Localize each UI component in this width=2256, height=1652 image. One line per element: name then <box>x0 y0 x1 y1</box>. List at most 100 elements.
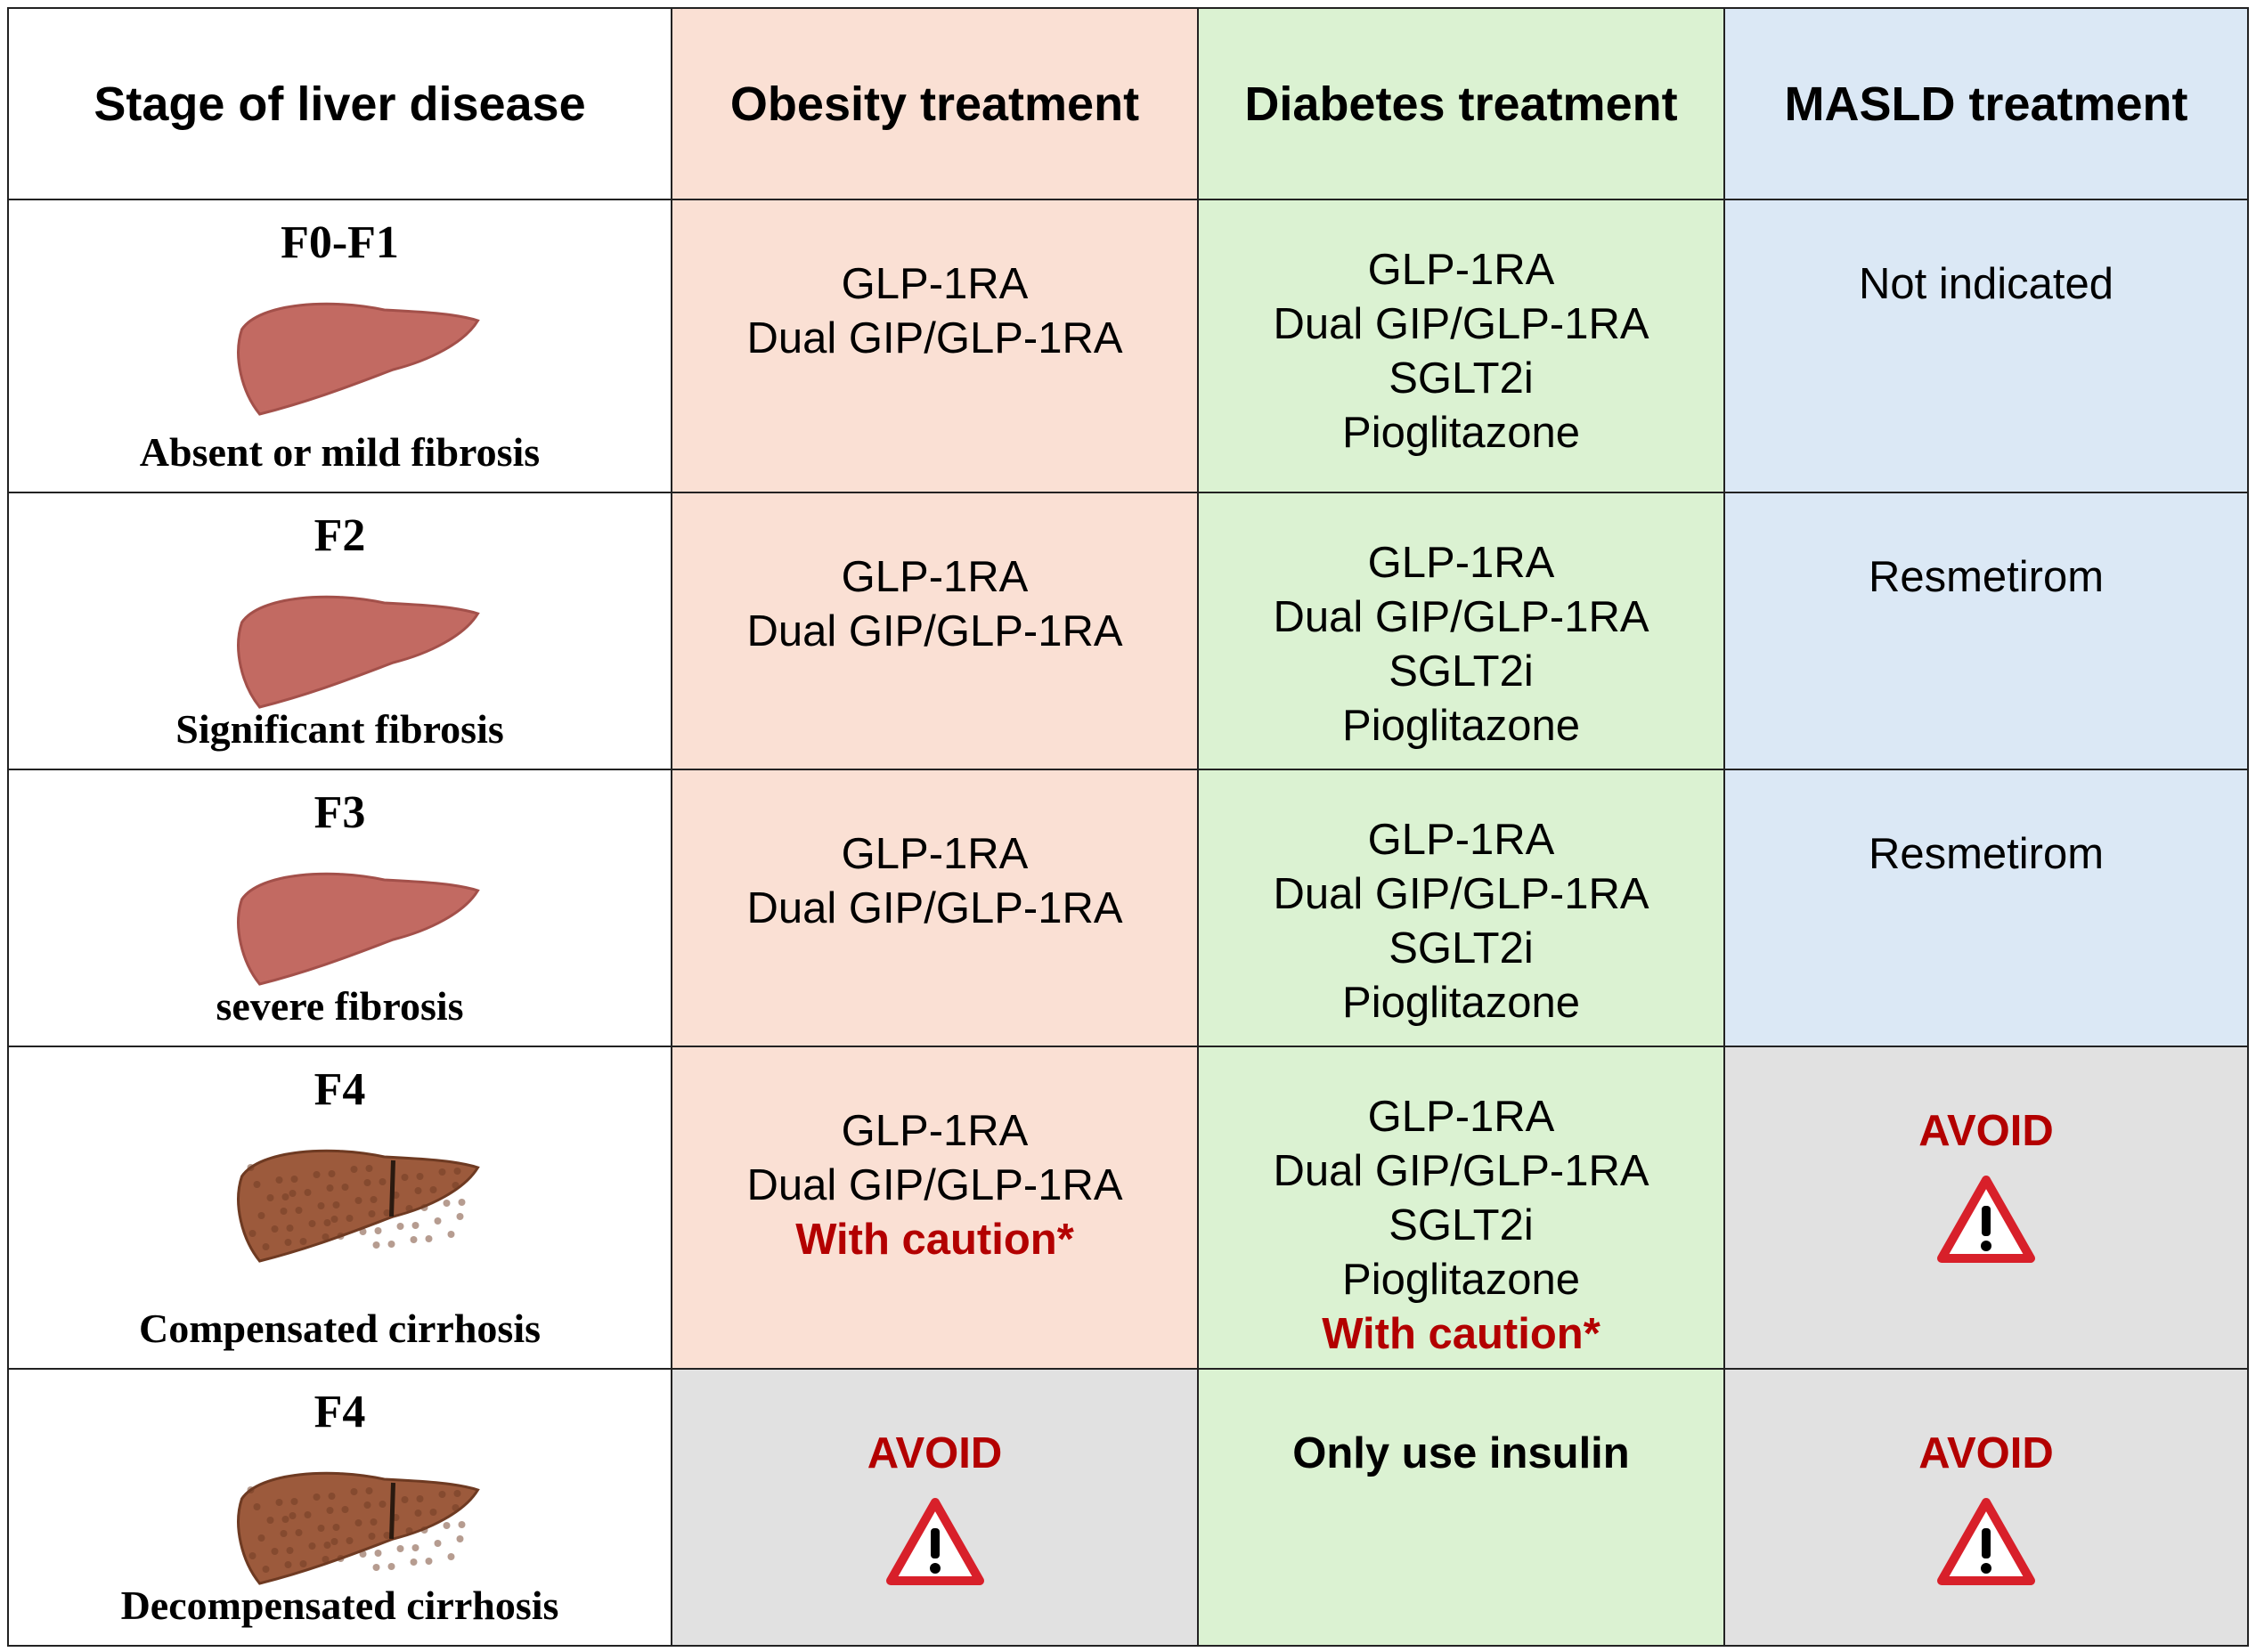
icon-part <box>363 1501 371 1509</box>
icon-part <box>370 1518 377 1526</box>
icon <box>236 595 480 709</box>
icon-part <box>354 1519 362 1526</box>
icon-part <box>317 1525 324 1532</box>
stage-cell: F4 Compensated cirrhosis <box>7 1046 672 1370</box>
icon-part <box>383 1532 390 1539</box>
icon-part <box>289 1190 296 1197</box>
stage-cell: F2 Significant fibrosis <box>7 492 672 770</box>
icon-part <box>308 1542 315 1550</box>
icon-part <box>387 1241 395 1248</box>
icon-part <box>323 1542 330 1549</box>
icon <box>236 1149 480 1263</box>
icon-part <box>236 595 480 709</box>
treatment-line: Dual GIP/GLP-1RA <box>746 1161 1123 1209</box>
treatment-line: Pioglitazone <box>1342 702 1580 750</box>
icon-part <box>286 1547 293 1554</box>
icon-part <box>313 1493 320 1501</box>
icon-part <box>438 1168 445 1176</box>
treatment-line: Dual GIP/GLP-1RA <box>746 607 1123 655</box>
icon <box>236 872 480 986</box>
icon-part <box>434 1217 441 1225</box>
stage-description: Significant fibrosis <box>175 706 504 752</box>
treatment-line: Pioglitazone <box>1342 979 1580 1027</box>
stage-label: F4 <box>314 1387 366 1437</box>
icon-part <box>420 1204 428 1211</box>
icon-part <box>323 1219 330 1226</box>
icon-part <box>447 1231 454 1238</box>
icon-part <box>313 1171 320 1178</box>
icon-part <box>458 1199 465 1206</box>
treatment-cell: GLP-1RA Dual GIP/GLP-1RA SGLT2i Pioglitazon… <box>1197 492 1725 770</box>
icon-part <box>374 1550 381 1557</box>
icon-part <box>1982 1206 1991 1236</box>
icon-part <box>447 1553 454 1560</box>
treatment-line: GLP-1RA <box>1367 246 1555 294</box>
icon-part <box>281 1193 289 1200</box>
icon-part <box>429 1186 436 1193</box>
treatment-line: Pioglitazone <box>1342 1256 1580 1304</box>
icon-part <box>1981 1241 1991 1251</box>
treatment-emphasis: Only use insulin <box>1292 1429 1630 1477</box>
icon-part <box>453 1168 460 1175</box>
icon-part <box>401 1496 408 1503</box>
icon-part <box>275 1176 282 1184</box>
icon-part <box>930 1528 940 1558</box>
icon-part <box>326 1507 333 1514</box>
icon-part <box>416 1495 423 1502</box>
icon-part <box>304 1511 311 1518</box>
icon-part <box>368 1210 375 1217</box>
icon-part <box>326 1184 333 1192</box>
icon-part <box>328 1493 335 1500</box>
icon <box>236 1471 480 1585</box>
icon-part <box>247 1486 254 1493</box>
treatment-cell: Resmetirom <box>1723 769 2249 1047</box>
treatment-cell: GLP-1RA Dual GIP/GLP-1RA <box>671 769 1199 1047</box>
icon-part <box>388 1482 395 1540</box>
icon-part <box>280 1530 287 1537</box>
icon-part <box>341 1506 348 1513</box>
treatment-cell: GLP-1RA Dual GIP/GLP-1RA <box>671 492 1199 770</box>
icon-part <box>322 1556 329 1563</box>
treatment-cell: GLP-1RA Dual GIP/GLP-1RA With caution* <box>671 1046 1199 1370</box>
icon-part <box>346 1537 353 1544</box>
treatment-line: SGLT2i <box>1389 647 1534 696</box>
stage-label: F4 <box>314 1064 366 1115</box>
icon-part <box>443 1200 450 1207</box>
icon-part <box>372 1241 379 1249</box>
icon-part <box>337 1555 344 1562</box>
icon-part <box>1982 1528 1991 1558</box>
icon-part <box>456 1535 463 1542</box>
icon-part <box>368 1533 375 1540</box>
treatment-cell: AVOID <box>1723 1046 2249 1370</box>
icon-part <box>295 1207 302 1214</box>
icon-part <box>337 1233 344 1240</box>
icon-part <box>281 1516 289 1523</box>
icon-part <box>354 1197 362 1204</box>
treatment-line: GLP-1RA <box>1367 539 1555 587</box>
treatment-cell: GLP-1RA Dual GIP/GLP-1RA SGLT2i Pioglitazon… <box>1197 769 1725 1047</box>
treatment-line: Dual GIP/GLP-1RA <box>1273 593 1649 641</box>
icon-part <box>359 1228 366 1235</box>
stage-label: F0-F1 <box>281 217 399 268</box>
icon-part <box>411 1544 419 1551</box>
icon-part <box>299 1238 306 1245</box>
icon-part <box>370 1196 377 1203</box>
icon-part <box>452 1182 459 1189</box>
treatment-line: Not indicated <box>1858 260 2113 308</box>
icon-part <box>332 1201 339 1208</box>
icon-part <box>414 1187 421 1194</box>
icon-part <box>387 1563 395 1570</box>
icon-part <box>262 1566 269 1573</box>
icon-part <box>262 1243 269 1250</box>
icon-part <box>443 1522 450 1529</box>
icon-part <box>330 1216 338 1223</box>
icon-part <box>346 1215 353 1222</box>
icon-part <box>284 1561 291 1568</box>
icon-part <box>236 1471 480 1585</box>
treatment-line: Dual GIP/GLP-1RA <box>1273 1147 1649 1195</box>
treatment-line: Dual GIP/GLP-1RA <box>1273 870 1649 918</box>
treatment-line: GLP-1RA <box>841 1107 1029 1155</box>
icon-part <box>453 1490 460 1497</box>
treatment-line: SGLT2i <box>1389 1201 1534 1249</box>
